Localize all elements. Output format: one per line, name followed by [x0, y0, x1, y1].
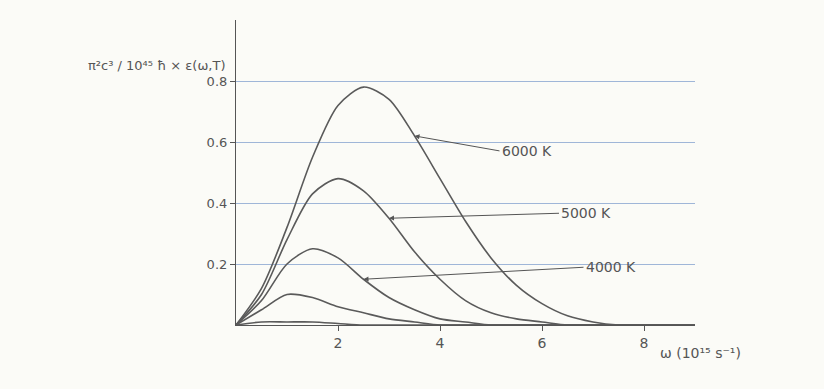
- svg-text:0.8: 0.8: [207, 74, 228, 89]
- svg-text:π²c³ / 10⁴⁵ ħ × ε(ω,T): π²c³ / 10⁴⁵ ħ × ε(ω,T): [88, 58, 225, 73]
- svg-text:4000 K: 4000 K: [586, 259, 636, 275]
- svg-text:0.4: 0.4: [207, 196, 228, 211]
- svg-text:ω (10¹⁵ s⁻¹): ω (10¹⁵ s⁻¹): [660, 345, 741, 361]
- svg-text:8: 8: [640, 335, 649, 351]
- svg-text:0.2: 0.2: [207, 257, 228, 272]
- svg-text:6000 K: 6000 K: [502, 143, 552, 159]
- svg-text:4: 4: [436, 335, 445, 351]
- svg-text:0.6: 0.6: [207, 135, 228, 150]
- svg-text:6: 6: [538, 335, 547, 351]
- svg-text:2: 2: [334, 335, 343, 351]
- svg-text:5000 K: 5000 K: [561, 205, 611, 221]
